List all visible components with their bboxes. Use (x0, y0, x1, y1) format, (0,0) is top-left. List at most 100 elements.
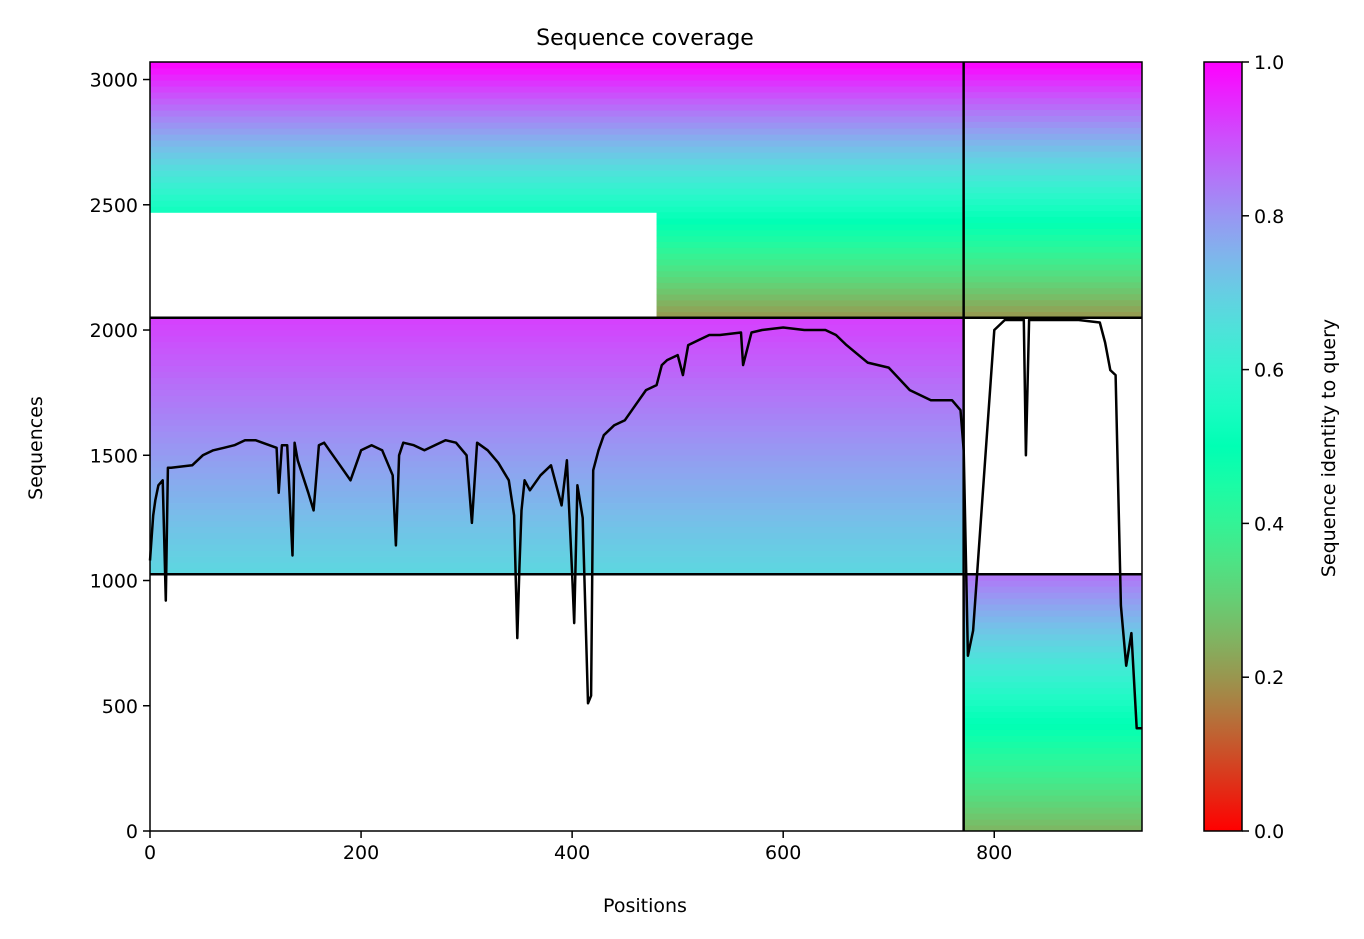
heatmap-cell (150, 532, 964, 539)
heatmap-cell (656, 212, 964, 219)
heatmap-cell (963, 281, 1142, 289)
heatmap-cell (963, 264, 1142, 271)
heatmap-cell (963, 222, 1142, 229)
heatmap-cell (963, 675, 1142, 683)
heatmap-cell (963, 246, 1142, 253)
colorbar-tick-label: 1.0 (1254, 52, 1284, 74)
heatmap-cell (963, 795, 1142, 802)
heatmap-cell (963, 717, 1142, 725)
colorbar-tick-label: 0.4 (1254, 513, 1284, 535)
heatmap-cell (963, 681, 1142, 689)
heatmap-cell (150, 496, 964, 504)
heatmap-cell (963, 305, 1142, 313)
x-axis-label: Positions (603, 895, 687, 917)
y-tick-label: 1000 (90, 571, 138, 593)
heatmap-cell (963, 163, 1142, 170)
heatmap-cell (150, 550, 964, 557)
heatmap-cell (963, 240, 1142, 247)
heatmap-cell (963, 127, 1142, 134)
heatmap-cell (963, 807, 1142, 814)
heatmap-cell (150, 395, 964, 402)
heatmap-cell (963, 186, 1142, 194)
heatmap-cell (150, 200, 964, 207)
heatmap-cell (150, 466, 964, 474)
heatmap-cell (150, 538, 964, 545)
y-tick-label: 1500 (90, 445, 138, 467)
colorbar-tick-label: 0.2 (1254, 667, 1284, 689)
heatmap-cell (963, 663, 1142, 671)
heatmap-cell (150, 80, 964, 87)
heatmap-cell (150, 335, 964, 343)
colorbar: 0.0 0.2 0.4 0.6 0.8 1.0 (1203, 52, 1284, 843)
heatmap-cell (150, 323, 964, 331)
heatmap-cell (656, 241, 964, 248)
heatmap-cell (963, 645, 1142, 653)
heatmap-cell (963, 198, 1142, 206)
y-tick-label: 2000 (90, 320, 138, 342)
x-tick-label: 200 (343, 842, 379, 864)
heatmap-cell (150, 448, 964, 456)
heatmap-cell (150, 329, 964, 337)
heatmap-cell (150, 526, 964, 533)
heatmap-cell (150, 502, 964, 510)
heatmap-cell (656, 294, 964, 301)
heatmap-cell (963, 729, 1142, 736)
heatmap-cell (656, 270, 964, 278)
heatmap-cell (656, 253, 964, 260)
heatmap-cell (963, 639, 1142, 647)
heatmap-cell (150, 164, 964, 171)
heatmap-cell (963, 311, 1142, 318)
heatmap-cell (963, 735, 1142, 742)
heatmap-cell (963, 765, 1142, 772)
heatmap-cell (150, 152, 964, 159)
heatmap-cell (150, 419, 964, 426)
heatmap-cell (963, 151, 1142, 158)
heatmap-cell (150, 443, 964, 450)
heatmap-cell (963, 103, 1142, 111)
heatmap-cell (150, 454, 964, 462)
heatmap-cell (963, 145, 1142, 152)
heatmap-cell (150, 359, 964, 366)
heatmap-cell (963, 687, 1142, 695)
heatmap-cell (963, 633, 1142, 641)
heatmap-cell (656, 229, 964, 237)
heatmap-cell (963, 592, 1142, 599)
heatmap-cell (150, 194, 964, 201)
heatmap-cell (963, 174, 1142, 182)
axes-layer: 0 200 400 600 800 0 500 1000 1500 2000 2500 3000 (90, 61, 1143, 864)
heatmap-cell (150, 377, 964, 384)
heatmap-cell (150, 176, 964, 183)
heatmap-cell (150, 562, 964, 569)
heatmap-cell (963, 269, 1142, 277)
heatmap-cell (150, 74, 964, 81)
colorbar-tick-label: 0.8 (1254, 206, 1284, 228)
heatmap-cell (963, 610, 1142, 617)
heatmap-cell (150, 158, 964, 165)
heatmap-cell (150, 347, 964, 355)
heatmap-cell (963, 819, 1142, 826)
heatmap-cell (963, 109, 1142, 116)
heatmap-cell (963, 85, 1142, 93)
x-tick-label: 800 (976, 842, 1012, 864)
heatmap-cell (150, 182, 964, 189)
heatmap-cell (963, 204, 1142, 212)
heatmap-cell (150, 110, 964, 117)
heatmap-cell (150, 472, 964, 480)
heatmap-cell (150, 317, 964, 325)
heatmap-cell (150, 365, 964, 372)
heatmap-cell (150, 146, 964, 153)
heatmap-cell (656, 235, 964, 243)
plot-frame (149, 61, 1143, 832)
colorbar-tick-label: 0.6 (1254, 360, 1284, 382)
heatmap-cell (150, 490, 964, 498)
heatmap-cell (963, 598, 1142, 605)
heatmap-cell (963, 825, 1142, 832)
heatmap-cell (150, 98, 964, 105)
plot-area (150, 62, 1142, 832)
heatmap-cell (150, 140, 964, 147)
heatmap-cell (656, 276, 964, 283)
heatmap-cell (150, 128, 964, 135)
heatmap-cell (963, 287, 1142, 295)
